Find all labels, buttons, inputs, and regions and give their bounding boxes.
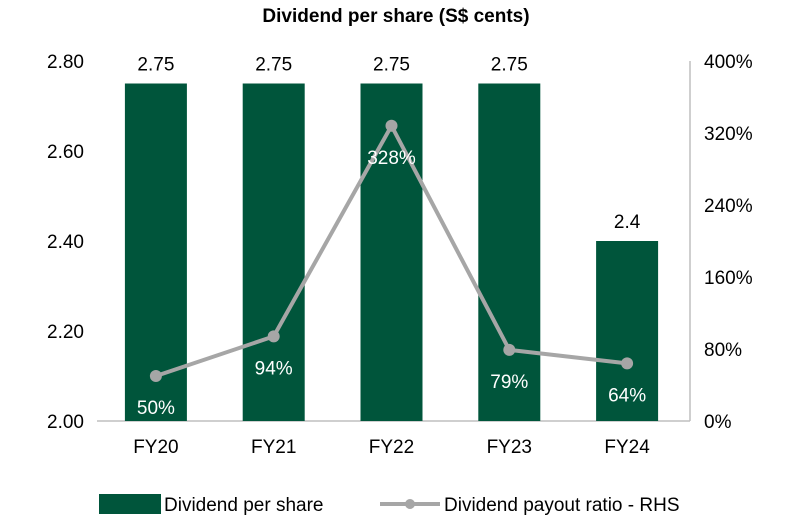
right-tick-label: 80%: [704, 340, 742, 361]
left-tick-label: 2.80: [47, 52, 84, 73]
payout-label: 94%: [255, 358, 293, 379]
legend-label-line: Dividend payout ratio - RHS: [444, 495, 680, 516]
bar: [596, 241, 659, 421]
right-tick-label: 320%: [704, 124, 753, 145]
payout-label: 79%: [490, 372, 528, 393]
payout-point: [267, 330, 280, 343]
chart-title: Dividend per share (S$ cents): [262, 6, 529, 27]
payout-label: 50%: [137, 398, 175, 419]
legend-swatch-marker: [405, 499, 415, 509]
bar: [124, 83, 187, 421]
legend-label-bar: Dividend per share: [164, 495, 323, 516]
payout-point: [385, 119, 398, 132]
x-tick-label: FY20: [133, 437, 178, 458]
bar-value-label: 2.75: [137, 55, 174, 76]
bar: [478, 83, 541, 421]
left-tick-label: 2.40: [47, 232, 84, 253]
right-tick-label: 0%: [704, 412, 732, 433]
legend: Dividend per share Dividend payout ratio…: [99, 494, 680, 516]
bar-value-label: 2.4: [614, 212, 641, 233]
x-tick-label: FY21: [251, 437, 296, 458]
x-tick-label: FY22: [369, 437, 414, 458]
bar-value-label: 2.75: [255, 55, 292, 76]
payout-label: 328%: [367, 148, 416, 169]
right-tick-label: 400%: [704, 52, 753, 73]
left-tick-label: 2.60: [47, 142, 84, 163]
x-tick-label: FY23: [487, 437, 532, 458]
legend-swatch-bar: [99, 494, 161, 514]
right-tick-label: 240%: [704, 196, 753, 217]
bar-value-label: 2.75: [373, 55, 410, 76]
payout-label: 64%: [608, 385, 646, 406]
right-tick-label: 160%: [704, 268, 753, 289]
left-tick-label: 2.00: [47, 412, 84, 433]
bar: [360, 83, 423, 421]
payout-point: [503, 343, 516, 356]
left-tick-label: 2.20: [47, 322, 84, 343]
bar-value-label: 2.75: [491, 55, 528, 76]
bar: [242, 83, 305, 421]
payout-point: [621, 357, 634, 370]
x-tick-label: FY24: [604, 437, 650, 458]
payout-point: [149, 370, 162, 382]
